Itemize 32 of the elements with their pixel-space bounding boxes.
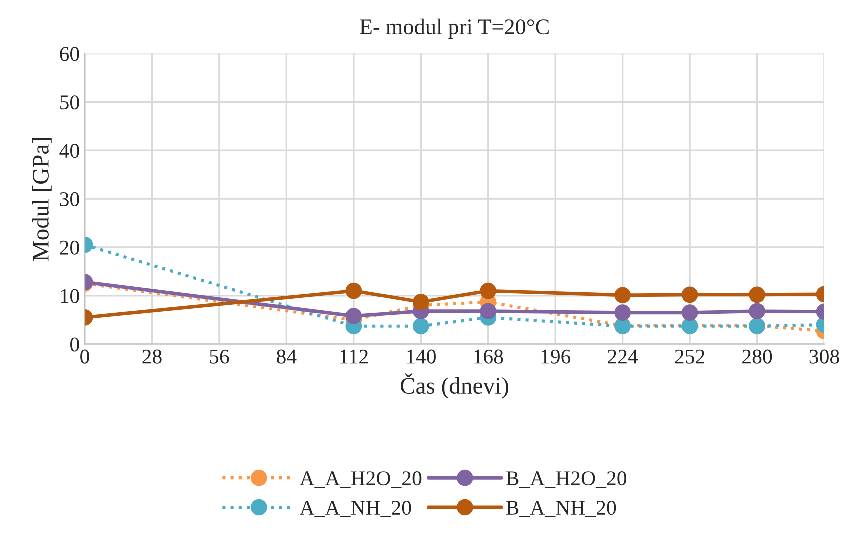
- x-tick-label: 84: [277, 350, 297, 364]
- y-tick-label: 60: [60, 47, 80, 62]
- x-tick-label: 168: [474, 350, 504, 364]
- x-tick-label: 280: [742, 350, 772, 364]
- point: [412, 318, 430, 335]
- y-tick-label: 20: [60, 240, 80, 255]
- point: [346, 308, 362, 324]
- point: [480, 303, 497, 320]
- y-axis-title: Modul [GPa]: [32, 138, 52, 262]
- x-tick-label: 224: [608, 350, 638, 364]
- legend-label: B_A_H2O_20: [506, 472, 627, 488]
- legend-label: A_A_NH_20: [300, 500, 412, 518]
- y-tick-label: 40: [60, 144, 80, 158]
- y-tick-label: 50: [60, 96, 80, 110]
- x-tick-label: 112: [340, 350, 368, 364]
- x-tick-label: 28: [142, 350, 162, 364]
- point: [412, 294, 430, 310]
- legend-label: A_A_H2O_20: [300, 472, 422, 488]
- chart-title: E- modul pri T=20°C: [360, 18, 549, 40]
- y-tick-label: 0: [70, 338, 80, 352]
- y-tick-label: 30: [60, 192, 80, 206]
- x-axis-title: Čas (dnevi): [400, 374, 508, 399]
- legend-label: B_A_NH_20: [506, 500, 616, 518]
- point: [346, 282, 362, 300]
- x-tick-label: 196: [542, 350, 571, 364]
- x-tick-label: 252: [675, 350, 705, 364]
- point: [480, 282, 497, 300]
- x-tick-label: 0: [80, 350, 90, 364]
- x-tick-label: 308: [810, 350, 840, 364]
- x-tick-label: 56: [210, 350, 230, 364]
- x-tick-label: 140: [407, 350, 436, 364]
- y-tick-label: 10: [61, 289, 80, 304]
